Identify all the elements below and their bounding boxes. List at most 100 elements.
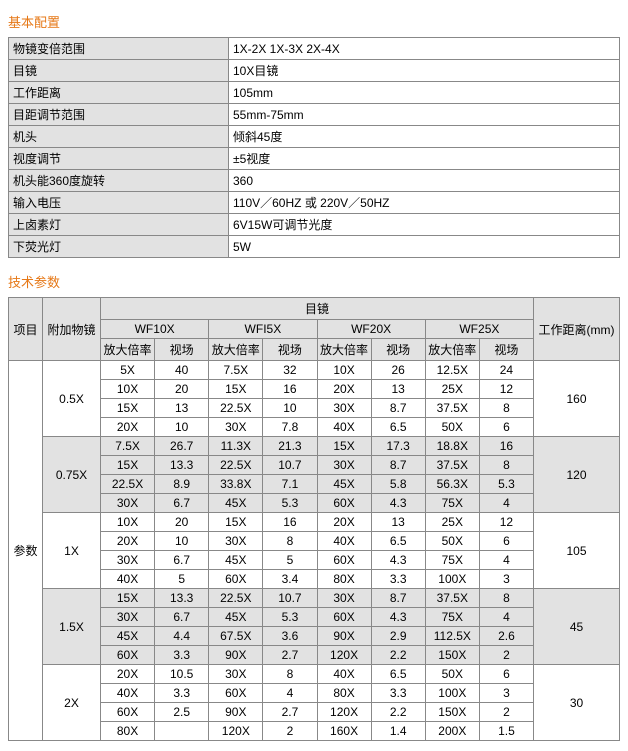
spec-value: ±5视度: [229, 148, 620, 170]
data-cell: 10: [155, 418, 209, 437]
spec-key: 工作距离: [9, 82, 229, 104]
data-cell: 13.3: [155, 456, 209, 475]
data-cell: 200X: [425, 722, 479, 741]
sub-header: 放大倍率: [101, 339, 155, 361]
spec-key: 视度调节: [9, 148, 229, 170]
attach-lens: 1.5X: [43, 589, 101, 665]
eyepiece-header: WF20X: [317, 320, 425, 339]
data-cell: 2.2: [371, 703, 425, 722]
data-cell: 3.3: [155, 646, 209, 665]
data-cell: 120X: [317, 703, 371, 722]
data-cell: 45X: [209, 608, 263, 627]
tech-params-title: 技术参数: [8, 272, 620, 291]
data-cell: 75X: [425, 608, 479, 627]
data-cell: 6.5: [371, 532, 425, 551]
data-cell: 22.5X: [209, 589, 263, 608]
data-cell: 40X: [317, 665, 371, 684]
data-cell: 3.3: [371, 684, 425, 703]
work-distance: 160: [534, 361, 620, 437]
data-cell: 6.7: [155, 494, 209, 513]
data-cell: 40X: [101, 570, 155, 589]
data-cell: 10: [155, 532, 209, 551]
data-cell: 15X: [101, 399, 155, 418]
data-cell: 10.7: [263, 456, 317, 475]
col-item: 项目: [9, 298, 43, 361]
data-cell: 2: [479, 646, 533, 665]
work-distance: 45: [534, 589, 620, 665]
data-cell: 26.7: [155, 437, 209, 456]
data-cell: 20: [155, 380, 209, 399]
data-cell: 7.5X: [209, 361, 263, 380]
data-cell: 7.8: [263, 418, 317, 437]
data-cell: 60X: [101, 703, 155, 722]
data-cell: 120X: [317, 646, 371, 665]
data-cell: 10X: [101, 380, 155, 399]
data-cell: 6.7: [155, 608, 209, 627]
spec-value: 1X-2X 1X-3X 2X-4X: [229, 38, 620, 60]
data-cell: 10X: [101, 513, 155, 532]
data-cell: 30X: [101, 608, 155, 627]
data-cell: 20X: [101, 665, 155, 684]
data-cell: 8.7: [371, 589, 425, 608]
data-cell: 5.3: [263, 608, 317, 627]
data-cell: 2: [263, 722, 317, 741]
basic-config-table: 物镜变倍范围1X-2X 1X-3X 2X-4X目镜10X目镜工作距离105mm目…: [8, 37, 620, 258]
spec-value: 5W: [229, 236, 620, 258]
sub-header: 放大倍率: [425, 339, 479, 361]
data-cell: 112.5X: [425, 627, 479, 646]
data-cell: 13: [155, 399, 209, 418]
data-cell: 30X: [317, 456, 371, 475]
data-cell: 12: [479, 513, 533, 532]
data-cell: 80X: [317, 684, 371, 703]
data-cell: 1.4: [371, 722, 425, 741]
attach-lens: 0.75X: [43, 437, 101, 513]
data-cell: 100X: [425, 684, 479, 703]
data-cell: 2.7: [263, 646, 317, 665]
data-cell: 1.5: [479, 722, 533, 741]
sub-header: 放大倍率: [317, 339, 371, 361]
spec-key: 目距调节范围: [9, 104, 229, 126]
data-cell: 22.5X: [209, 456, 263, 475]
data-cell: 13.3: [155, 589, 209, 608]
data-cell: 16: [263, 513, 317, 532]
data-cell: 80X: [317, 570, 371, 589]
data-cell: 60X: [209, 570, 263, 589]
data-cell: 8.9: [155, 475, 209, 494]
data-cell: 2.6: [479, 627, 533, 646]
data-cell: 25X: [425, 380, 479, 399]
data-cell: 3.6: [263, 627, 317, 646]
data-cell: 10: [263, 399, 317, 418]
data-cell: 20X: [101, 532, 155, 551]
sub-header: 视场: [155, 339, 209, 361]
data-cell: 56.3X: [425, 475, 479, 494]
data-cell: 7.5X: [101, 437, 155, 456]
data-cell: 15X: [317, 437, 371, 456]
data-cell: 21.3: [263, 437, 317, 456]
spec-value: 10X目镜: [229, 60, 620, 82]
eyepiece-header: WF10X: [101, 320, 209, 339]
data-cell: 12.5X: [425, 361, 479, 380]
data-cell: 4.3: [371, 494, 425, 513]
data-cell: 6: [479, 418, 533, 437]
spec-value: 55mm-75mm: [229, 104, 620, 126]
data-cell: 32: [263, 361, 317, 380]
data-cell: 30X: [209, 418, 263, 437]
data-cell: 100X: [425, 570, 479, 589]
spec-value: 110V／60HZ 或 220V／50HZ: [229, 192, 620, 214]
data-cell: 40X: [101, 684, 155, 703]
spec-key: 物镜变倍范围: [9, 38, 229, 60]
spec-value: 105mm: [229, 82, 620, 104]
data-cell: 17.3: [371, 437, 425, 456]
data-cell: 2.7: [263, 703, 317, 722]
data-cell: 90X: [317, 627, 371, 646]
data-cell: 40X: [317, 418, 371, 437]
data-cell: 20: [155, 513, 209, 532]
data-cell: 3.4: [263, 570, 317, 589]
data-cell: 22.5X: [209, 399, 263, 418]
data-cell: 16: [263, 380, 317, 399]
data-cell: 30X: [209, 665, 263, 684]
data-cell: 22.5X: [101, 475, 155, 494]
col-attach: 附加物镜: [43, 298, 101, 361]
spec-key: 目镜: [9, 60, 229, 82]
data-cell: 45X: [317, 475, 371, 494]
